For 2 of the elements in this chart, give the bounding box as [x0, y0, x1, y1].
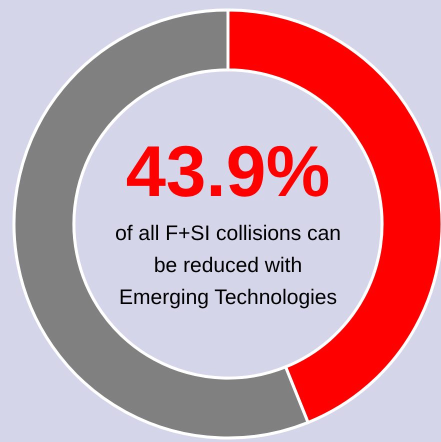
data-label: 43.9%: [126, 132, 330, 212]
text: of all F+SI collisions can be reduced with Emerging Technologies: [115, 222, 341, 309]
